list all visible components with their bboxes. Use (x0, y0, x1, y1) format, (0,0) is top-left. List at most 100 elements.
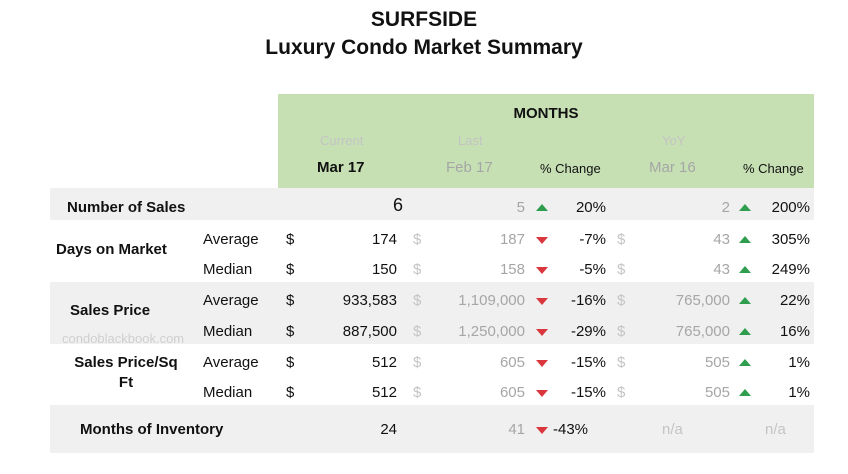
currency-symbol: $ (286, 261, 295, 278)
yoy-value: 765,000 (675, 292, 730, 309)
currency-symbol: $ (617, 292, 626, 309)
trend-up-icon (739, 389, 751, 396)
row-band-price (50, 282, 814, 344)
pct-change-2: 305% (771, 231, 810, 248)
trend-down-icon (536, 427, 548, 434)
currency-symbol: $ (286, 384, 295, 401)
pct-change-2: 200% (771, 199, 810, 216)
currency-symbol: $ (617, 384, 626, 401)
pct-change-1: 20% (575, 199, 606, 216)
currency-symbol: $ (617, 261, 626, 278)
pct-change-1: -16% (570, 292, 606, 309)
row-sub-label: Average (203, 354, 259, 371)
last-label: Last (458, 133, 483, 148)
trend-down-icon (536, 298, 548, 305)
currency-symbol: $ (617, 231, 626, 248)
currency-symbol: $ (413, 292, 422, 309)
pct-change-header-1: % Change (540, 161, 601, 176)
yoy-label: YoY (662, 133, 686, 148)
pct-change-1: -43% (553, 421, 589, 438)
pct-change-1: -7% (579, 231, 606, 248)
yoy-value: n/a (662, 421, 683, 438)
last-month: Feb 17 (446, 159, 493, 176)
header-band (278, 94, 814, 188)
yoy-value: 2 (721, 199, 730, 216)
yoy-value: 505 (704, 354, 730, 371)
current-value: 933,583 (342, 292, 397, 309)
trend-down-icon (536, 329, 548, 336)
row-group-label: Number of Sales (67, 199, 186, 216)
last-value: 605 (499, 354, 525, 371)
currency-symbol: $ (617, 354, 626, 371)
last-value: 187 (499, 231, 525, 248)
currency-symbol: $ (413, 384, 422, 401)
last-value: 41 (508, 421, 525, 438)
row-sub-label: Median (203, 384, 253, 401)
trend-up-icon (739, 236, 751, 243)
row-group-label: Days on Market (56, 241, 167, 258)
pct-change-2: 22% (779, 292, 810, 309)
row-group-label: Sales Price/Sq (74, 354, 178, 371)
row-group-label: Months of Inventory (80, 421, 224, 438)
current-value: 512 (371, 354, 397, 371)
trend-down-icon (536, 237, 548, 244)
last-value: 5 (516, 199, 525, 216)
yoy-value: 43 (713, 231, 730, 248)
yoy-value: 505 (704, 384, 730, 401)
currency-symbol: $ (286, 354, 295, 371)
pct-change-1: -29% (570, 323, 606, 340)
current-value: 512 (371, 384, 397, 401)
trend-up-icon (739, 359, 751, 366)
currency-symbol: $ (413, 231, 422, 248)
currency-symbol: $ (413, 261, 422, 278)
currency-symbol: $ (413, 354, 422, 371)
currency-symbol: $ (413, 323, 422, 340)
row-sub-label: Median (203, 261, 253, 278)
pct-change-2: 16% (779, 323, 810, 340)
yoy-month: Mar 16 (649, 159, 696, 176)
trend-down-icon (536, 390, 548, 397)
pct-change-header-2: % Change (743, 161, 804, 176)
trend-up-icon (739, 266, 751, 273)
row-band-inventory (50, 405, 814, 453)
trend-up-icon (739, 204, 751, 211)
yoy-value: 43 (713, 261, 730, 278)
current-label: Current (320, 133, 364, 148)
row-sub-label: Average (203, 231, 259, 248)
currency-symbol: $ (617, 323, 626, 340)
page-subtitle: Luxury Condo Market Summary (265, 36, 583, 59)
row-group-label: Ft (118, 374, 134, 391)
currency-symbol: $ (286, 292, 295, 309)
trend-up-icon (536, 204, 548, 211)
pct-change-2: 1% (788, 384, 810, 401)
months-header: MONTHS (513, 105, 579, 122)
last-value: 158 (499, 261, 525, 278)
last-value: 1,250,000 (458, 323, 525, 340)
pct-change-1: -15% (570, 384, 606, 401)
trend-up-icon (739, 297, 751, 304)
row-band-sales (50, 188, 814, 220)
page-title: SURFSIDE (370, 8, 478, 31)
pct-change-1: -5% (579, 261, 606, 278)
trend-up-icon (739, 328, 751, 335)
pct-change-2: 1% (788, 354, 810, 371)
current-value: 174 (371, 231, 397, 248)
currency-symbol: $ (286, 231, 295, 248)
current-value: 6 (392, 195, 403, 215)
yoy-value: 765,000 (675, 323, 730, 340)
current-value: 887,500 (342, 323, 397, 340)
row-sub-label: Median (203, 323, 253, 340)
trend-down-icon (536, 267, 548, 274)
row-sub-label: Average (203, 292, 259, 309)
currency-symbol: $ (286, 323, 295, 340)
last-value: 605 (499, 384, 525, 401)
last-value: 1,109,000 (458, 292, 525, 309)
row-group-label: Sales Price (70, 302, 151, 319)
pct-change-2: n/a (765, 421, 786, 438)
watermark: condoblackbook.com (62, 331, 185, 346)
current-value: 150 (371, 261, 397, 278)
current-value: 24 (380, 421, 397, 438)
pct-change-2: 249% (771, 261, 810, 278)
current-month: Mar 17 (317, 159, 365, 176)
pct-change-1: -15% (570, 354, 606, 371)
